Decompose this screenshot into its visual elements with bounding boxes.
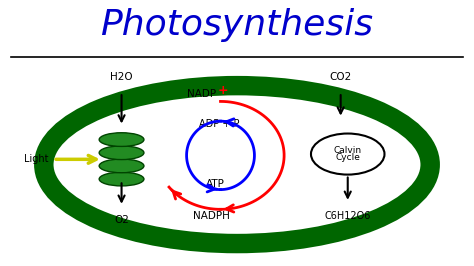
Text: C6H12O6: C6H12O6 xyxy=(325,211,371,221)
Text: Photosynthesis: Photosynthesis xyxy=(100,8,374,42)
Ellipse shape xyxy=(99,133,144,146)
Text: Light: Light xyxy=(24,154,48,164)
Text: NADPH: NADPH xyxy=(192,211,229,221)
Text: CO2: CO2 xyxy=(329,72,352,82)
Text: Cycle: Cycle xyxy=(335,153,360,162)
Text: ATP: ATP xyxy=(206,179,225,189)
Ellipse shape xyxy=(99,172,144,186)
Text: Calvin: Calvin xyxy=(334,146,362,155)
Ellipse shape xyxy=(44,86,430,244)
Ellipse shape xyxy=(99,146,144,160)
Text: H2O: H2O xyxy=(110,72,133,82)
Text: +: + xyxy=(217,84,228,97)
Ellipse shape xyxy=(65,97,409,232)
Text: ADP + P: ADP + P xyxy=(199,119,240,129)
Text: NADP: NADP xyxy=(187,89,216,99)
Circle shape xyxy=(311,134,384,174)
Text: O2: O2 xyxy=(114,215,129,225)
Ellipse shape xyxy=(99,159,144,173)
